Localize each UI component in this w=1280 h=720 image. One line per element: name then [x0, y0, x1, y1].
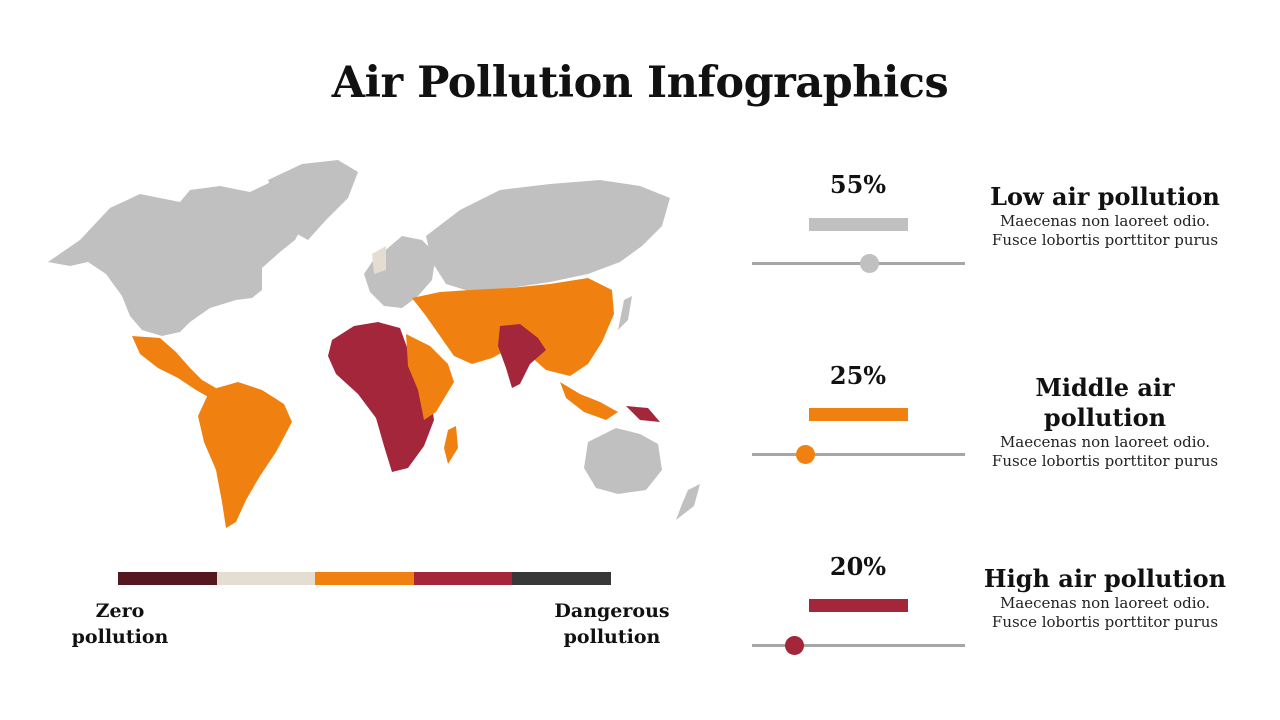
level-slider-knob[interactable]	[785, 636, 805, 655]
scale-segment	[315, 572, 414, 585]
level-title: Middle air pollution	[1035, 373, 1175, 432]
level-percent: 25%	[829, 361, 887, 390]
map-se-asia	[560, 382, 618, 420]
level-percent: 55%	[829, 170, 887, 199]
level-title: High air pollution	[983, 564, 1227, 593]
pollution-scale-bar	[118, 572, 611, 585]
map-greenland	[268, 160, 358, 240]
level-description-line: Fusce lobortis porttitor purus	[991, 231, 1219, 249]
level-color-swatch	[809, 408, 908, 421]
map-north-america	[48, 172, 340, 336]
level-description-line: Fusce lobortis porttitor purus	[991, 452, 1219, 470]
level-color-swatch	[809, 218, 908, 231]
map-new-zealand	[676, 484, 700, 520]
level-slider-track[interactable]	[752, 636, 965, 655]
level-percent: 20%	[829, 552, 887, 581]
map-africa	[328, 322, 434, 472]
level-description-line: Fusce lobortis porttitor purus	[991, 613, 1219, 631]
map-japan	[618, 296, 632, 330]
page-title: Air Pollution Infographics	[331, 58, 949, 108]
scale-segment	[118, 572, 217, 585]
level-info: Middle air pollution Maecenas non laoree…	[980, 373, 1230, 471]
level-color-swatch	[809, 599, 908, 612]
level-slider-track[interactable]	[752, 254, 965, 273]
level-title: Low air pollution	[990, 182, 1220, 211]
map-europe-highlight	[372, 246, 386, 274]
level-description-line: Maecenas non laoreet odio.	[999, 212, 1211, 230]
level-slider-track[interactable]	[752, 445, 965, 464]
scale-label-dangerous: Dangerous pollution	[554, 600, 670, 648]
map-north-asia	[426, 180, 670, 292]
level-slider-knob[interactable]	[859, 254, 879, 273]
scale-segment	[512, 572, 611, 585]
map-madagascar	[444, 426, 458, 464]
scale-segment	[413, 572, 513, 585]
map-india	[498, 324, 546, 388]
world-map	[48, 160, 700, 528]
map-south-america	[198, 382, 292, 528]
level-slider-knob[interactable]	[795, 445, 815, 464]
level-info: Low air pollution Maecenas non laoreet o…	[980, 182, 1230, 250]
map-australia	[584, 428, 662, 494]
scale-label-zero: Zero pollution	[71, 600, 169, 648]
map-new-guinea	[626, 406, 660, 422]
level-description-line: Maecenas non laoreet odio.	[999, 594, 1211, 612]
level-description-line: Maecenas non laoreet odio.	[999, 433, 1211, 451]
level-info: High air pollution Maecenas non laoreet …	[980, 564, 1230, 632]
scale-segment	[216, 572, 316, 585]
map-central-america	[132, 336, 216, 398]
map-east-africa	[406, 334, 454, 420]
